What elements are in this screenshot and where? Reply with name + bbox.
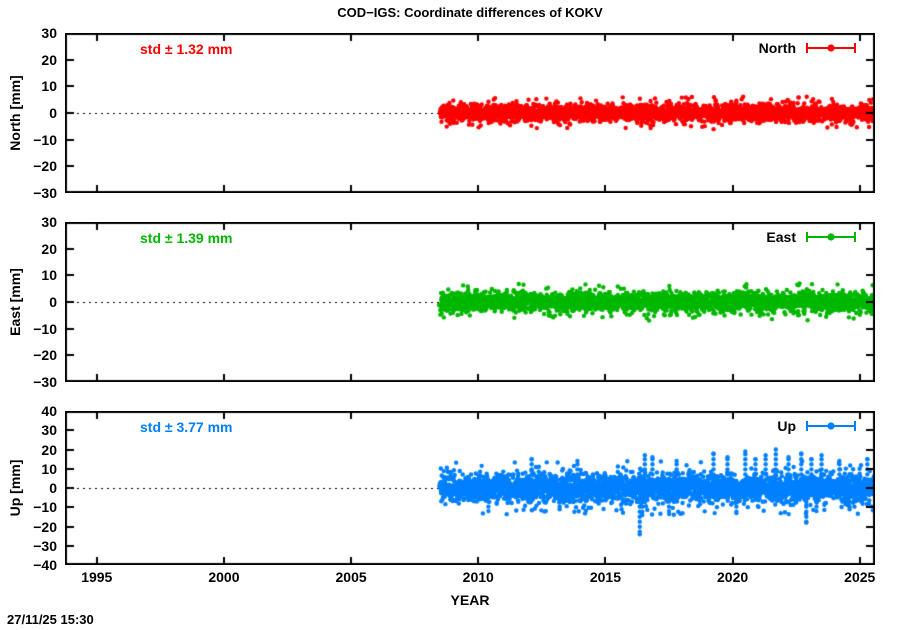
xtick-2010: 2010 [462, 569, 494, 585]
east-ytick--30: −30 [33, 374, 57, 390]
legend-north: North [759, 40, 857, 56]
xtick-2020: 2020 [717, 569, 749, 585]
errorbar-sample-icon [806, 43, 856, 53]
north-ytick-10: 10 [41, 78, 57, 95]
north-ytick-20: 20 [41, 51, 57, 68]
legend-up: Up [777, 418, 857, 434]
north-ytick--30: −30 [33, 185, 57, 201]
up-ytick-30: 30 [41, 422, 57, 439]
up-ytick-10: 10 [41, 460, 57, 477]
up-ytick--20: −20 [33, 518, 57, 535]
north-ytick--10: −10 [33, 131, 57, 148]
errorbar-sample-icon [806, 421, 856, 431]
east-ytick-0: 0 [49, 294, 57, 310]
legend-east: East [766, 229, 857, 245]
panel-east: std ± 1.39 mm East [65, 222, 875, 382]
up-std-label: std ± 3.77 mm [140, 419, 233, 435]
up-ytick--40: −40 [33, 557, 57, 573]
east-ytick--20: −20 [33, 347, 57, 364]
up-ytick-40: 40 [41, 403, 57, 419]
north-ytick-0: 0 [49, 105, 57, 121]
up-ytick--30: −30 [33, 537, 57, 554]
x-axis-label: YEAR [450, 592, 490, 608]
legend-label-north: North [758, 40, 796, 56]
xtick-2015: 2015 [589, 569, 621, 585]
chart-title: COD−IGS: Coordinate differences of KOKV [337, 5, 603, 20]
errorbar-sample-icon [806, 232, 856, 242]
up-ytick--10: −10 [33, 499, 57, 516]
east-ytick-10: 10 [41, 267, 57, 284]
xtick-2005: 2005 [335, 569, 367, 585]
legend-label-east: East [766, 229, 796, 245]
north-ytick-30: 30 [41, 25, 57, 41]
up-scatter-canvas [65, 411, 875, 565]
panel-up: std ± 3.77 mm Up [65, 411, 875, 565]
xtick-2000: 2000 [208, 569, 240, 585]
north-scatter-canvas [65, 33, 875, 193]
up-ytick-20: 20 [41, 441, 57, 458]
panel-north: std ± 1.32 mm North [65, 33, 875, 193]
north-ytick--20: −20 [33, 158, 57, 175]
east-ytick-30: 30 [41, 214, 57, 230]
east-ytick-20: 20 [41, 240, 57, 257]
east-scatter-canvas [65, 222, 875, 382]
up-ytick-0: 0 [49, 480, 57, 496]
xtick-2025: 2025 [844, 569, 876, 585]
north-std-label: std ± 1.32 mm [140, 41, 233, 57]
legend-label-up: Up [777, 418, 796, 434]
xtick-1995: 1995 [81, 569, 113, 585]
east-std-label: std ± 1.39 mm [140, 230, 233, 246]
east-ytick--10: −10 [33, 320, 57, 337]
plot-timestamp: 27/11/25 15:30 [7, 612, 94, 627]
